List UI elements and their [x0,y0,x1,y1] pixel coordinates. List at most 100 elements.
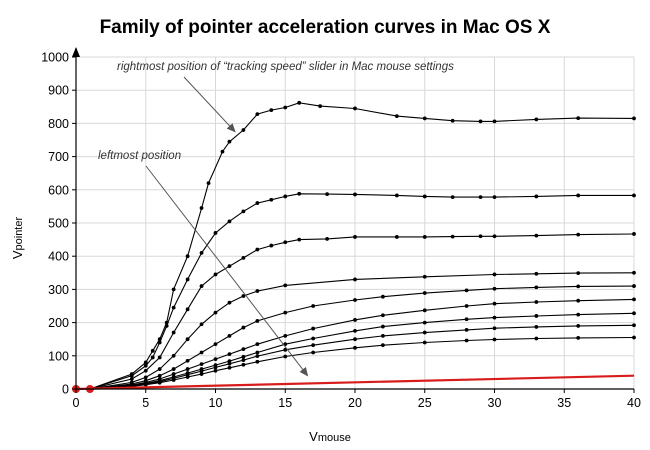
curve-3-point-12 [269,243,274,248]
curve-7-point-18 [492,315,497,320]
axes [72,47,635,393]
curve-6-point-10 [241,347,246,352]
curve-9-point-13 [311,350,316,355]
curve-5-point-15 [381,294,385,299]
curve-6-point-12 [283,333,288,338]
curve-line-9 [76,336,635,390]
curve-6-point-6 [185,367,190,371]
curve-2-point-19 [394,193,399,198]
curve-5-point-7 [199,350,204,355]
curve-9-point-6 [185,375,190,379]
curve-2-point-22 [478,195,483,200]
x-tick-label-10: 10 [209,396,223,410]
curve-2-point-16 [297,191,302,196]
curve-7-point-9 [227,359,232,364]
curve-4-point-15 [492,272,497,277]
curve-3-point-13 [283,240,288,245]
curve-8-point-21 [632,323,636,328]
curve-7-point-21 [632,311,636,316]
curve-7-point-11 [255,350,260,355]
curve-4-point-12 [283,283,288,288]
curve-2-point-2 [129,373,134,378]
curve-7-point-20 [576,312,581,317]
curve-8-point-9 [227,361,232,366]
curve-9-point-20 [576,335,581,340]
curve-8-point-8 [213,365,218,370]
curve-3-point-20 [478,234,483,239]
x-tick-label-5: 5 [142,396,149,410]
curve-2-point-3 [143,363,148,368]
curve-1-point-8 [185,254,190,259]
y-tick-label-1000: 1000 [41,51,69,65]
curve-9-point-7 [199,372,204,376]
curve-2-point-9 [199,250,204,255]
curve-4-point-6 [185,337,190,342]
curve-1-point-26 [576,116,581,120]
y-tick-label-500: 500 [48,217,69,231]
curve-4-point-14 [422,274,427,279]
curve-3-point-9 [227,264,232,269]
curve-4-point-17 [576,271,581,276]
curve-1-point-12 [227,139,232,144]
curve-8-point-10 [241,358,246,363]
y-tick-label-100: 100 [48,349,69,363]
curve-5-point-11 [255,319,260,323]
curve-5-point-5 [171,367,176,371]
x-tick-label-30: 30 [488,396,502,410]
curve-9-point-4 [157,380,162,385]
curve-1-point-22 [450,118,455,123]
curve-2-point-6 [164,324,169,328]
curve-8-point-18 [492,326,497,331]
curve-4-point-9 [227,300,232,305]
tick-labels: 0 100 200 300 400 500 600 700 800 900 1000 0 5 10 15 20… [41,51,641,411]
curve-1-point-4 [150,348,155,353]
curve-5-point-14 [353,298,357,302]
curve-1-point-17 [297,100,302,105]
curve-3-point-7 [199,284,204,288]
curve-3-point-16 [353,235,357,239]
x-tick-label-40: 40 [627,396,641,410]
curve-1-point-18 [318,104,323,109]
curve-9-point-11 [255,359,260,364]
curve-2-point-23 [492,195,497,200]
curve-2-point-21 [450,195,455,200]
curve-3-point-24 [632,232,636,236]
curve-7-point-10 [241,354,246,359]
curve-8-point-13 [311,343,316,348]
curve-1-point-9 [199,206,204,210]
curve-2-point-7 [171,305,176,310]
curve-6-point-7 [199,362,204,366]
linear-curve [75,374,635,391]
annotation-leftmost: leftmost position [98,150,181,162]
curve-9-point-10 [241,362,246,367]
curve-3-point-22 [534,233,539,238]
curve-5-point-6 [185,358,190,363]
curve-1-point-15 [269,108,274,113]
curve-2-point-26 [632,193,636,198]
curve-7-point-13 [311,336,316,341]
curve-1-point-20 [394,114,399,118]
curve-5-point-17 [464,288,469,293]
curve-2-point-10 [213,231,218,235]
curve-6-point-15 [381,313,385,318]
curve-line-7 [76,312,635,390]
curve-8-point-16 [422,330,427,335]
curve-3-point-8 [213,272,218,277]
x-axis-label: Vmouse [309,429,351,444]
curve-3-point-17 [394,235,399,239]
curve-6-point-16 [422,308,427,313]
curves [72,100,636,393]
x-axis-label-main: V [309,429,318,444]
curve-9-point-21 [632,335,636,340]
curve-1-point-27 [632,116,636,121]
curve-8-point-7 [199,369,204,373]
y-axis-label-sub: pointer [13,217,25,251]
curve-1-point-13 [241,128,246,132]
curve-5-point-9 [227,333,232,338]
curve-6-point-14 [353,318,357,322]
curve-2-point-13 [255,201,260,205]
curve-5-point-13 [311,304,316,308]
curve-1-point-19 [353,106,357,111]
curve-9-point-17 [464,338,469,343]
y-tick-label-800: 800 [48,117,69,131]
